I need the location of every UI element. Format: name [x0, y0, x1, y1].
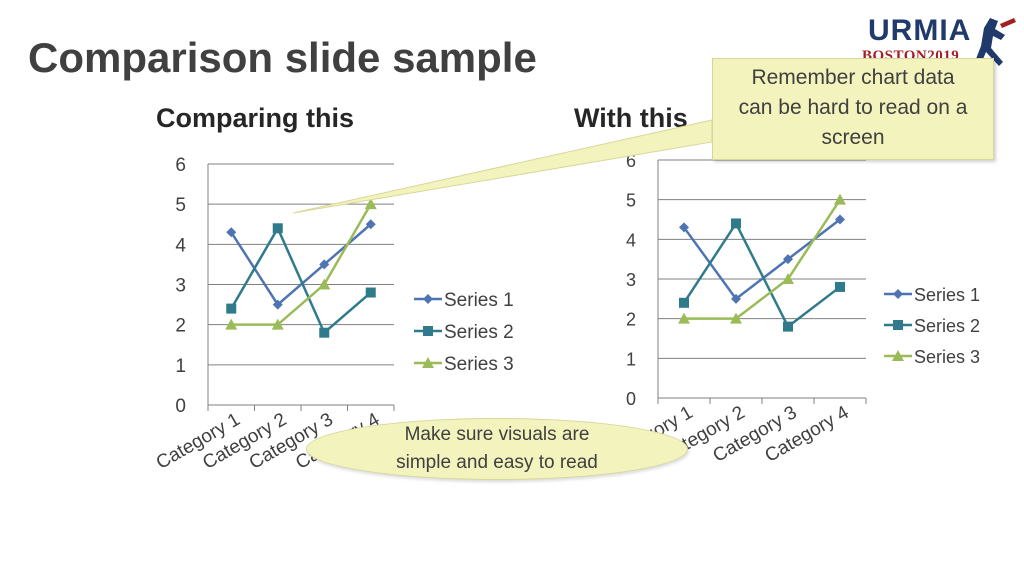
- right-series-1-line: [682, 218, 841, 301]
- right-series-3-line: [684, 198, 842, 320]
- left-series-2-point: [365, 287, 376, 298]
- slide-title: Comparison slide sample: [28, 34, 537, 81]
- oval-note-line-2: simple and easy to read: [396, 452, 598, 473]
- right-y-tick-label: 6: [626, 151, 636, 171]
- right-series-3-point: [730, 312, 742, 324]
- runner-figure-icon: [974, 18, 1016, 66]
- right-series-3-point: [834, 193, 846, 205]
- left-series-3-point: [318, 278, 331, 290]
- left-series-3-point: [364, 198, 377, 210]
- right-series-2-line: [682, 220, 841, 329]
- left-series-3-line: [231, 203, 372, 326]
- left-y-tick-label: 5: [175, 195, 186, 216]
- left-series-2-point: [272, 223, 283, 234]
- callout-line-2: can be hard to read on a: [738, 96, 968, 119]
- right-y-tick-label: 4: [626, 230, 636, 250]
- callout-note: Remember chart data can be hard to read …: [712, 58, 994, 160]
- right-series-3-point: [678, 312, 690, 324]
- right-legend-label-3: Series 3: [914, 347, 980, 367]
- right-series-1-point: [731, 293, 741, 304]
- logo-wordmark: URMIA: [868, 14, 972, 47]
- left-column-heading: Comparing this: [156, 103, 355, 133]
- left-series-3-point: [271, 318, 284, 330]
- left-legend-label-3: Series 3: [444, 354, 514, 375]
- left-legend-label-2: Series 2: [444, 322, 514, 343]
- left-y-tick-label: 4: [175, 235, 186, 256]
- right-y-tick-label: 3: [626, 270, 636, 290]
- left-series-1-point: [272, 299, 283, 310]
- left-series-3-point: [225, 318, 238, 330]
- right-y-tick-label: 0: [626, 389, 636, 409]
- right-series-2-point: [679, 297, 689, 308]
- left-y-tick-label: 0: [175, 396, 186, 417]
- left-legend-label-1: Series 1: [444, 290, 514, 311]
- right-series-2-point: [835, 281, 845, 292]
- right-y-tick-label: 5: [626, 191, 636, 211]
- right-legend-marker-2: [893, 320, 903, 330]
- oval-note: Make sure visuals are simple and easy to…: [306, 418, 688, 480]
- oval-note-line-1: Make sure visuals are: [404, 424, 590, 445]
- left-series-2-point: [319, 327, 330, 338]
- right-y-tick-label: 1: [626, 349, 636, 369]
- left-legend-marker-2: [423, 326, 433, 336]
- right-series-1-point: [783, 254, 793, 265]
- right-series-3-point: [782, 273, 794, 284]
- right-legend-label-1: Series 1: [914, 285, 980, 305]
- left-legend-marker-3: [422, 357, 434, 368]
- right-series-1-point: [679, 222, 689, 233]
- right-column-heading: With this: [574, 103, 688, 133]
- right-legend-label-2: Series 2: [914, 316, 980, 336]
- right-series-2-point: [731, 218, 741, 229]
- right-legend-marker-3: [892, 350, 904, 361]
- callout-line-1: Remember chart data: [751, 66, 955, 89]
- right-series-2-point: [783, 321, 793, 332]
- left-y-tick-label: 2: [175, 316, 186, 337]
- left-series-1-point: [226, 227, 237, 238]
- left-series-1-point: [319, 259, 330, 270]
- right-legend-marker-1: [893, 289, 903, 299]
- right-series-1-point: [835, 214, 845, 225]
- left-legend-marker-1: [423, 294, 433, 304]
- left-y-tick-label: 3: [175, 276, 186, 297]
- left-series-1-point: [365, 219, 376, 230]
- left-series-1-line: [230, 223, 372, 307]
- left-series-2-point: [226, 303, 237, 314]
- left-y-tick-label: 6: [175, 155, 186, 176]
- left-series-2-line: [230, 225, 372, 335]
- callout-line-3: screen: [821, 126, 885, 149]
- callout-pointer: [292, 119, 713, 214]
- right-y-tick-label: 2: [626, 310, 636, 330]
- left-y-tick-label: 1: [175, 356, 186, 377]
